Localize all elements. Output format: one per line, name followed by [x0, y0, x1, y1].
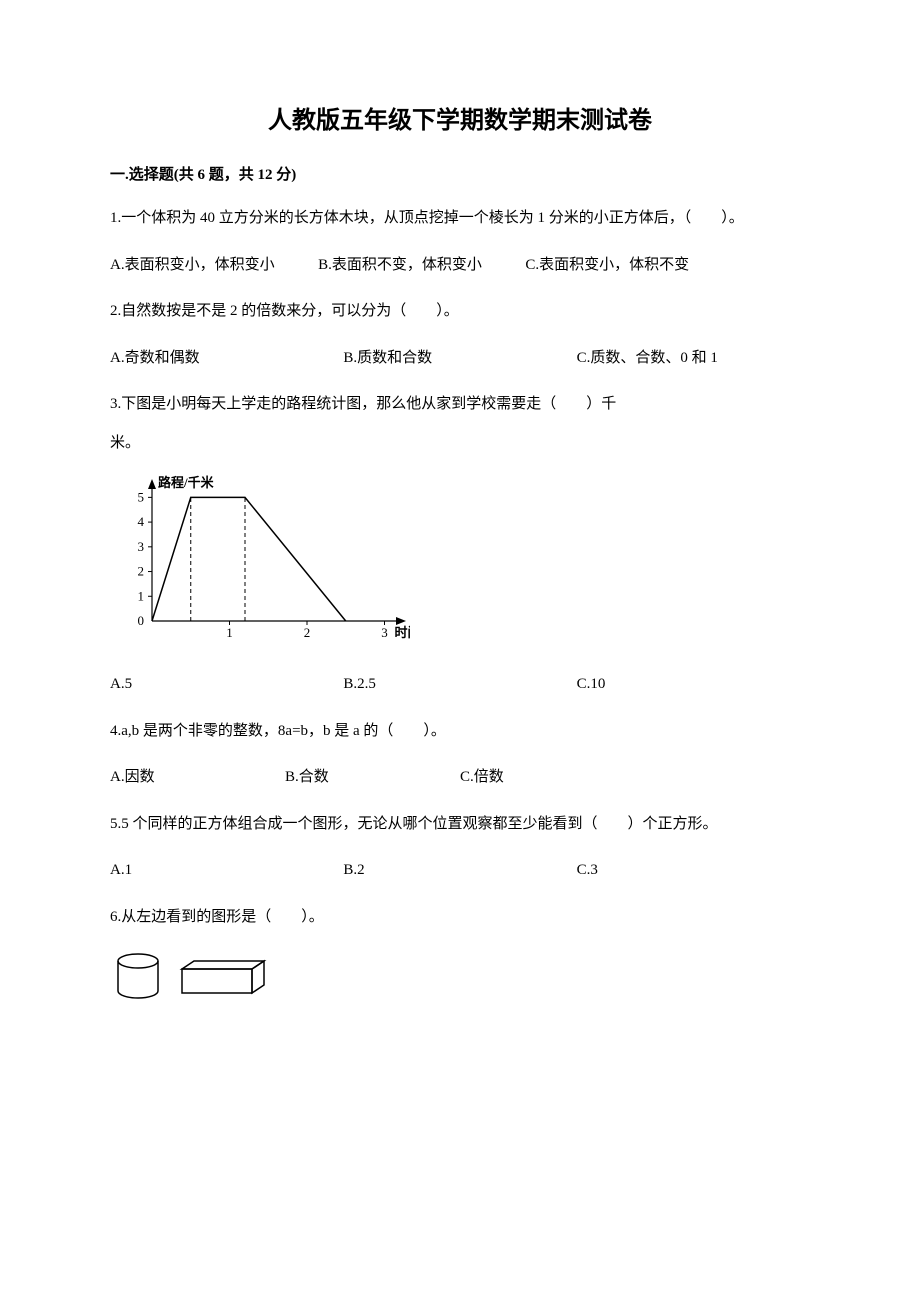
q3-opt-a: A.5 [110, 670, 343, 699]
question-5-options: A.1 B.2 C.3 [110, 856, 810, 885]
q1-opt-a: A.表面积变小，体积变小 [110, 257, 275, 273]
svg-text:1: 1 [138, 588, 145, 603]
q5-opt-a: A.1 [110, 856, 343, 885]
question-6: 6.从左边看到的图形是（ ）。 [110, 903, 810, 932]
svg-text:1: 1 [226, 625, 233, 640]
svg-text:路程/千米: 路程/千米 [158, 475, 215, 490]
q3-opt-b: B.2.5 [343, 670, 576, 699]
svg-text:5: 5 [138, 489, 145, 504]
svg-text:时间/小时: 时间/小时 [395, 625, 411, 640]
question-3-options: A.5 B.2.5 C.10 [110, 670, 810, 699]
question-1: 1.一个体积为 40 立方分米的长方体木块，从顶点挖掉一个棱长为 1 分米的小正… [110, 204, 810, 233]
question-1-options: A.表面积变小，体积变小 B.表面积不变，体积变小 C.表面积变小，体积不变 [110, 251, 810, 280]
q6-shapes [110, 949, 810, 1009]
q4-opt-b: B.合数 [285, 763, 460, 792]
q1-opt-c: C.表面积变小，体积不变 [525, 257, 689, 273]
question-4: 4.a,b 是两个非零的整数，8a=b，b 是 a 的（ ）。 [110, 717, 810, 746]
q2-opt-b: B.质数和合数 [343, 344, 576, 373]
section-1-header: 一.选择题(共 6 题，共 12 分) [110, 163, 810, 184]
svg-text:2: 2 [304, 625, 311, 640]
q2-opt-c: C.质数、合数、0 和 1 [577, 344, 810, 373]
q4-opt-a: A.因数 [110, 763, 285, 792]
question-2-options: A.奇数和偶数 B.质数和合数 C.质数、合数、0 和 1 [110, 344, 810, 373]
q4-opt-c: C.倍数 [460, 763, 635, 792]
svg-text:0: 0 [138, 613, 145, 628]
q5-opt-b: B.2 [343, 856, 576, 885]
q3-chart: 0 1 2 3 4 5 1 2 3 路程/千米时间/小时 [110, 475, 810, 650]
question-2: 2.自然数按是不是 2 的倍数来分，可以分为（ ）。 [110, 297, 810, 326]
svg-text:3: 3 [381, 625, 388, 640]
q3-line1: 3.下图是小明每天上学走的路程统计图，那么他从家到学校需要走（ ）千 [110, 390, 810, 419]
page-title: 人教版五年级下学期数学期末测试卷 [110, 100, 810, 135]
question-5: 5.5 个同样的正方体组合成一个图形，无论从哪个位置观察都至少能看到（ ）个正方… [110, 810, 810, 839]
svg-text:3: 3 [138, 539, 145, 554]
svg-text:2: 2 [138, 564, 145, 579]
q3-line2: 米。 [110, 429, 810, 458]
svg-text:4: 4 [138, 514, 145, 529]
question-3: 3.下图是小明每天上学走的路程统计图，那么他从家到学校需要走（ ）千 米。 [110, 390, 810, 457]
q5-opt-c: C.3 [577, 856, 810, 885]
q3-opt-c: C.10 [577, 670, 810, 699]
q2-opt-a: A.奇数和偶数 [110, 344, 343, 373]
q1-opt-b: B.表面积不变，体积变小 [318, 257, 482, 273]
question-4-options: A.因数 B.合数 C.倍数 [110, 763, 810, 792]
